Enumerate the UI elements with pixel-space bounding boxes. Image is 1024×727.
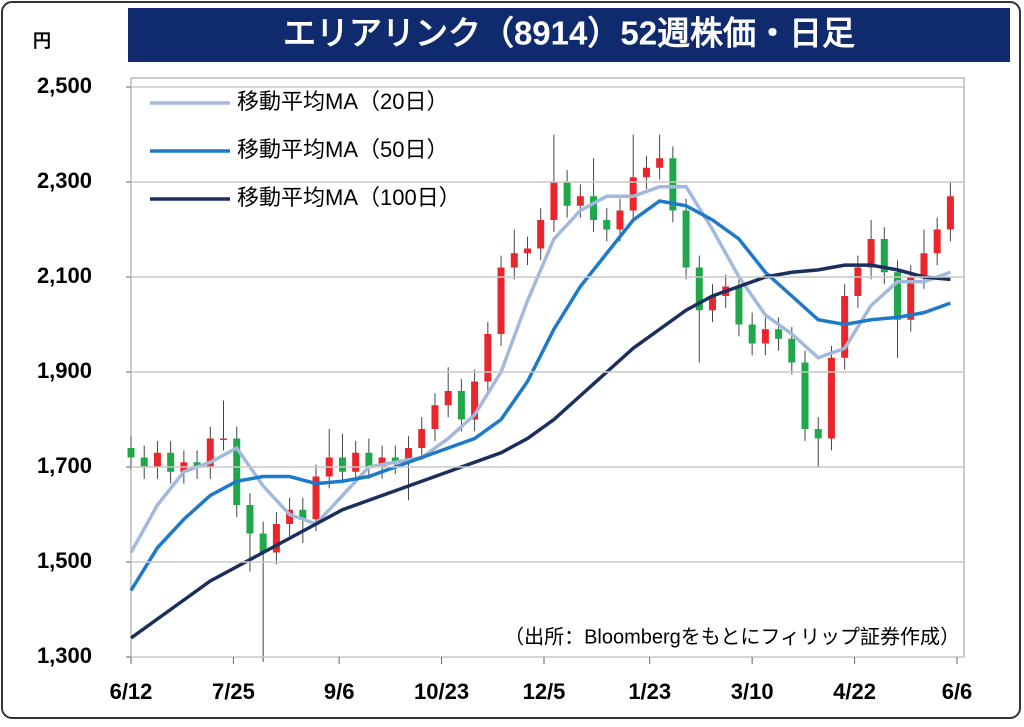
candle-body — [801, 362, 809, 429]
candle-body — [907, 277, 915, 320]
candle-body — [695, 267, 703, 311]
candle-body — [127, 448, 135, 458]
candle-body — [841, 296, 849, 358]
ma-line — [129, 185, 951, 554]
candle-body — [484, 334, 492, 382]
candle-body — [894, 272, 902, 320]
candle-body — [523, 248, 531, 254]
candle-body — [933, 229, 941, 254]
x-tick-label: 7/25 — [212, 679, 255, 704]
y-unit: 円 — [33, 31, 51, 51]
x-tick-label: 3/10 — [731, 679, 774, 704]
candle-body — [629, 177, 637, 211]
candle-body — [510, 253, 518, 268]
candle-body — [378, 457, 386, 467]
y-tick-label: 1,700 — [37, 453, 92, 478]
candle-body — [827, 357, 835, 439]
candle-body — [946, 196, 954, 230]
candle-body — [286, 509, 294, 524]
x-tick-label: 6/6 — [942, 679, 973, 704]
candle-body — [153, 452, 161, 467]
candle-body — [880, 239, 888, 273]
legend-label: 移動平均MA（100日） — [237, 185, 461, 210]
candle-body — [299, 509, 307, 520]
title-box — [128, 8, 1010, 62]
candle-body — [590, 196, 598, 220]
candle-body — [761, 329, 769, 344]
y-tick-label: 1,900 — [37, 358, 92, 383]
candle-body — [642, 167, 650, 178]
y-tick-label: 2,500 — [37, 73, 92, 98]
y-tick-label: 2,100 — [37, 263, 92, 288]
candle-body — [867, 239, 875, 268]
candle-body — [735, 286, 743, 325]
y-tick-label: 2,300 — [37, 168, 92, 193]
x-tick-label: 6/12 — [110, 679, 153, 704]
candle-body — [272, 524, 280, 553]
x-tick-label: 1/23 — [628, 679, 671, 704]
ma-line — [129, 263, 951, 640]
candle-body — [193, 462, 201, 467]
candle-body — [312, 476, 320, 520]
candle-body — [563, 182, 571, 206]
candle-body — [431, 405, 439, 429]
candle-body — [220, 438, 228, 440]
legend-label: 移動平均MA（20日） — [237, 89, 448, 114]
candle-body — [405, 448, 413, 463]
candle-body — [550, 182, 558, 220]
candle-body — [603, 220, 611, 230]
candle-body — [814, 429, 822, 439]
ma-line — [129, 199, 951, 592]
candle-body — [497, 267, 505, 334]
x-tick-label: 4/22 — [833, 679, 876, 704]
candle-body — [709, 296, 717, 311]
chart-title: エリアリンク（8914）52週株価・日足 — [283, 15, 855, 52]
candle-body — [537, 220, 545, 249]
candle-body — [352, 452, 360, 472]
candle-body — [576, 196, 584, 206]
source-note: （出所：Bloombergをもとにフィリップ証券作成） — [504, 625, 960, 648]
candle-body — [920, 253, 928, 277]
candle-body — [140, 457, 148, 467]
candle-body — [418, 429, 426, 448]
candle-body — [391, 457, 399, 463]
candle-body — [457, 391, 465, 420]
candle-body — [471, 381, 479, 420]
y-tick-label: 1,300 — [37, 643, 92, 668]
candle-body — [338, 457, 346, 472]
candle-body — [669, 158, 677, 211]
candle-body — [616, 210, 624, 230]
candle-body — [246, 505, 254, 534]
candle-body — [682, 210, 690, 268]
candle-body — [167, 452, 175, 472]
candle-body — [748, 324, 756, 344]
x-tick-label: 12/5 — [523, 679, 566, 704]
candle-body — [656, 158, 664, 168]
candle-body — [775, 329, 783, 339]
legend-label: 移動平均MA（50日） — [237, 137, 448, 162]
candle-body — [854, 267, 862, 296]
candle-body — [259, 533, 267, 553]
y-tick-label: 1,500 — [37, 548, 92, 573]
candle-body — [444, 391, 452, 406]
candle-body — [788, 338, 796, 363]
x-tick-label: 10/23 — [414, 679, 469, 704]
candle-body — [365, 452, 373, 467]
candle-body — [206, 438, 214, 467]
candle-body — [233, 438, 241, 505]
x-tick-label: 9/6 — [324, 679, 355, 704]
